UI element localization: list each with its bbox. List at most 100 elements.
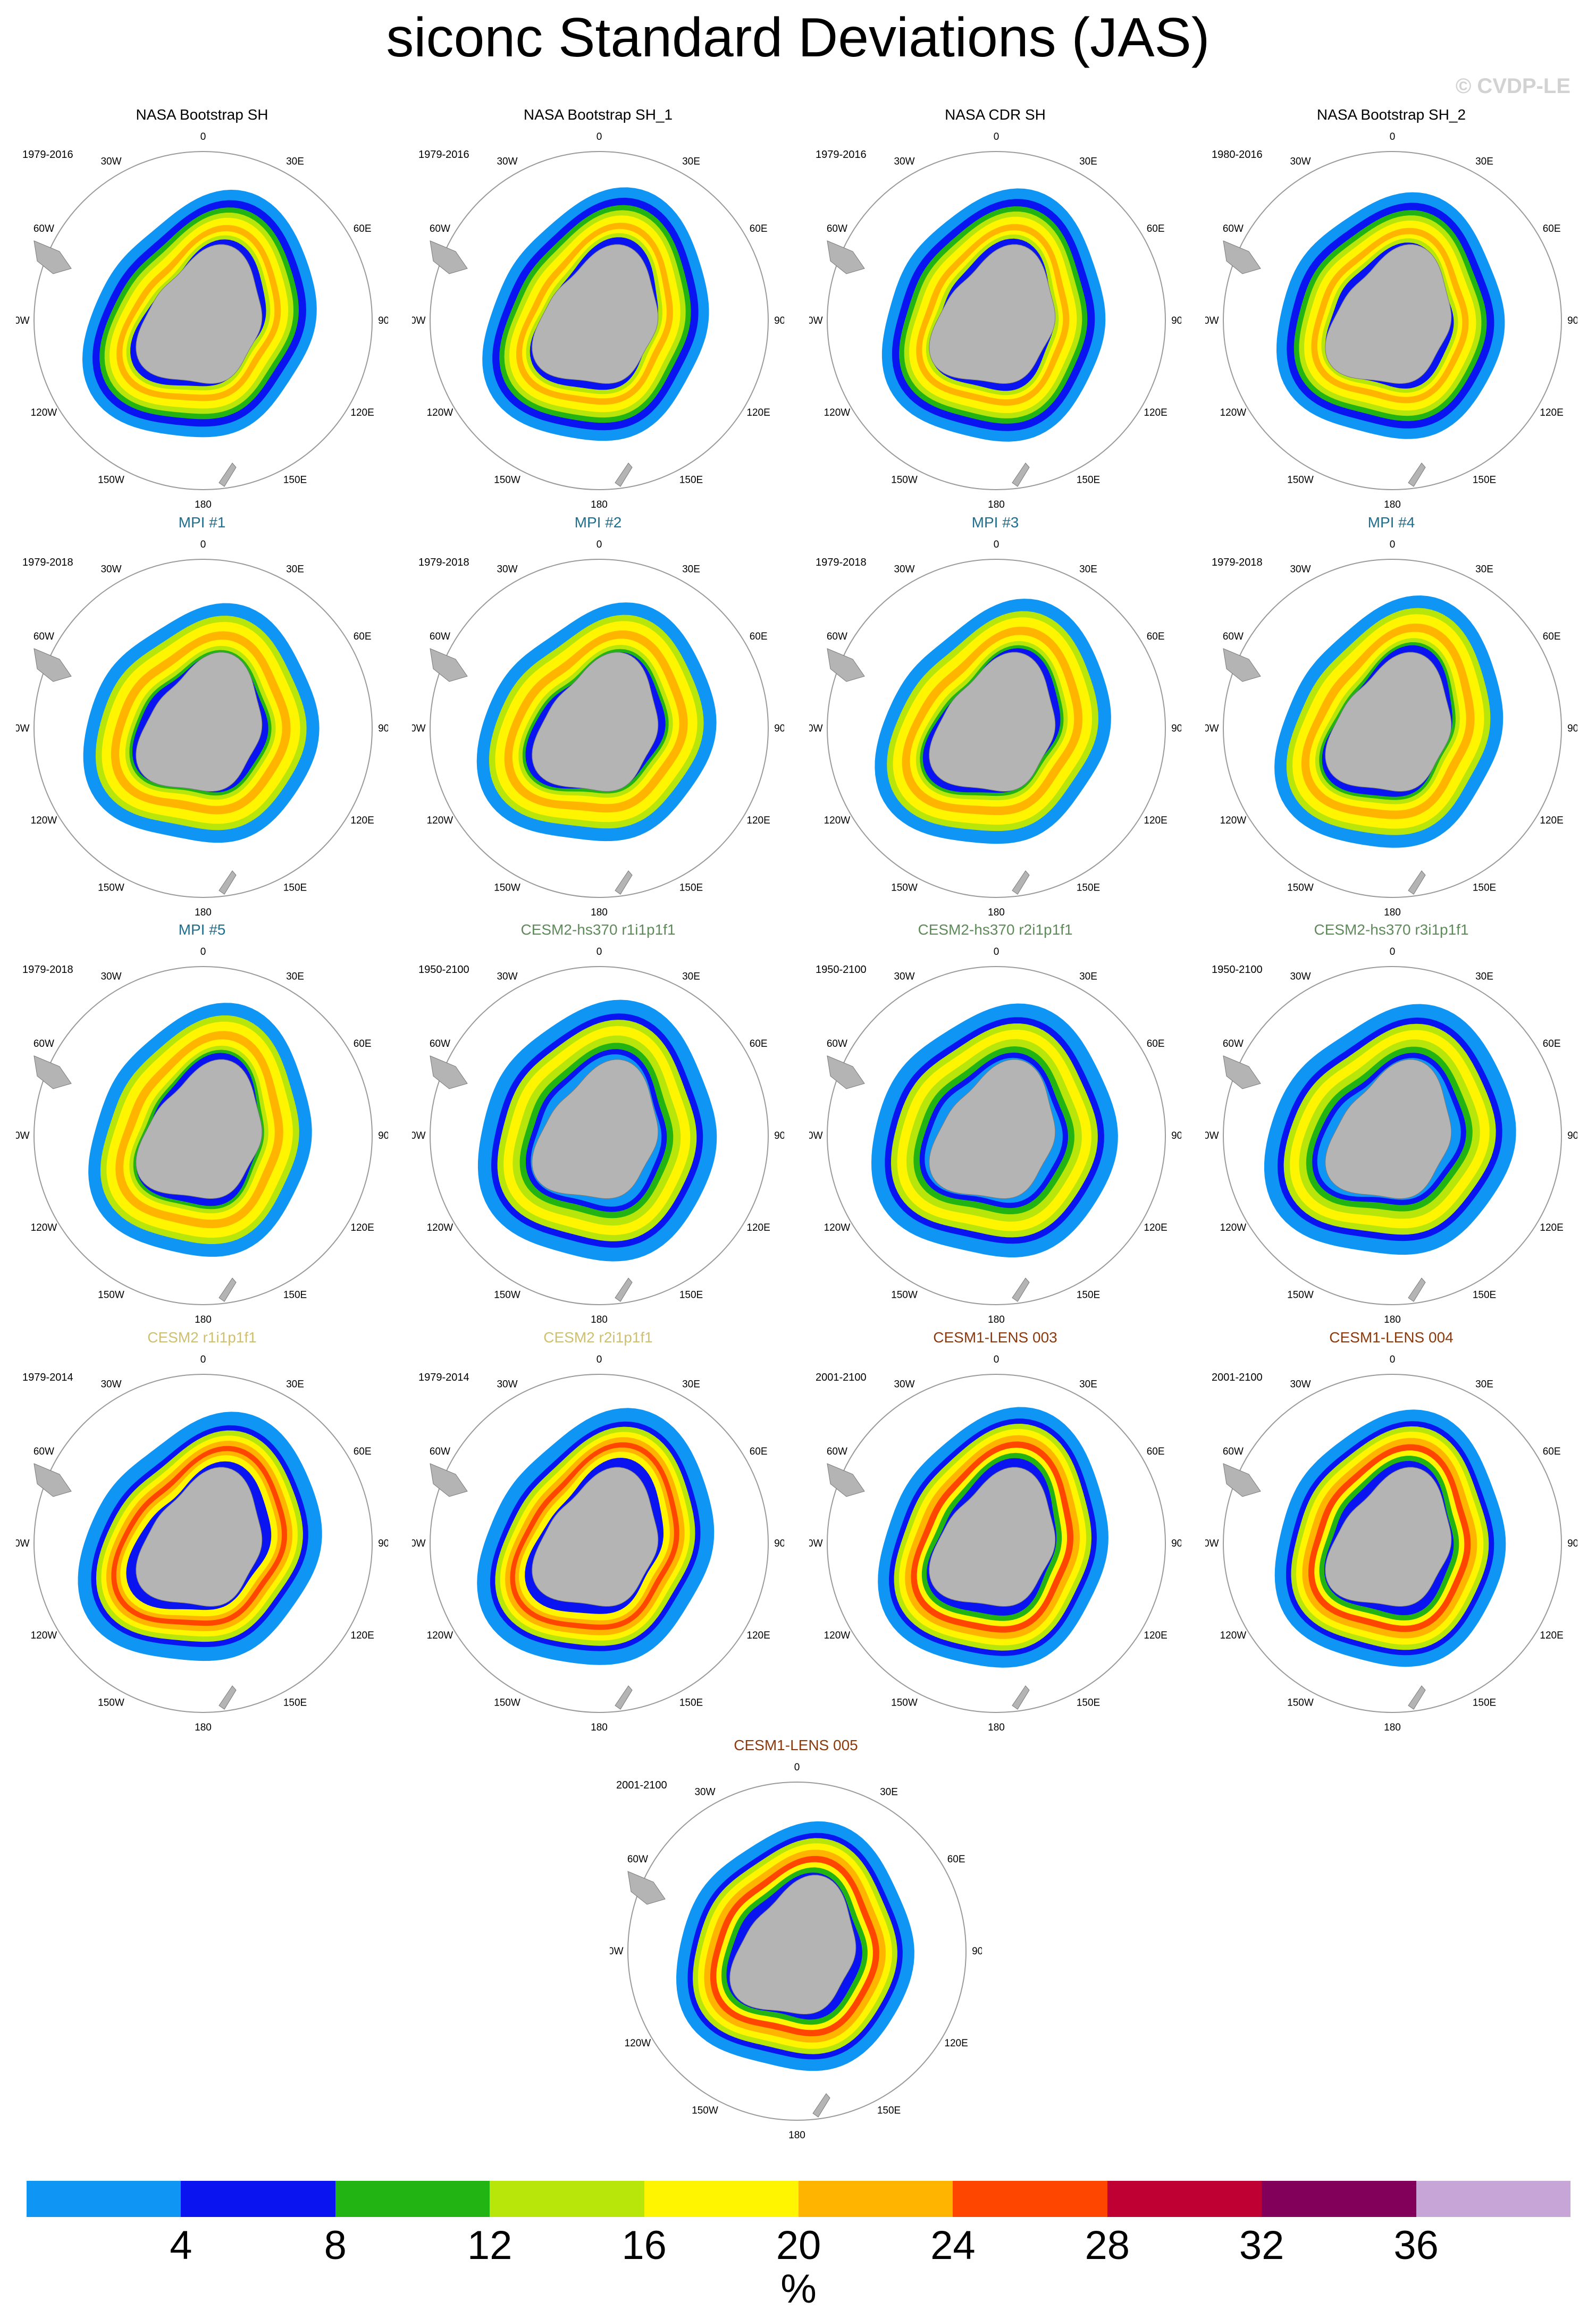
longitude-label: 90W bbox=[1205, 723, 1219, 734]
longitude-label: 120E bbox=[350, 407, 374, 418]
polar-map: 0 30E 60E 90E 120E 150E 180 150W 120W 90W 60W 30W bbox=[16, 946, 388, 1325]
south-america-land bbox=[430, 648, 468, 682]
antarctica-land bbox=[532, 244, 659, 384]
longitude-label: 30W bbox=[1290, 564, 1311, 575]
south-america-land bbox=[430, 240, 468, 274]
colorbar-tick-label: 24 bbox=[930, 2223, 976, 2268]
longitude-label: 30W bbox=[894, 564, 914, 575]
longitude-label: 150E bbox=[1473, 475, 1496, 486]
longitude-label: 120E bbox=[350, 1222, 374, 1233]
longitude-label: 90W bbox=[16, 723, 30, 734]
new-zealand-land bbox=[615, 870, 633, 895]
longitude-label: 120E bbox=[1144, 407, 1167, 418]
longitude-label: 90W bbox=[809, 1130, 823, 1141]
map-panel: 0 30E 60E 90E 120E 150E 180 150W 120W 90W 60W 30W CE… bbox=[16, 1329, 388, 1733]
map-panel: 0 30E 60E 90E 120E 150E 180 150W 120W 90W 60W 30W CE… bbox=[809, 1329, 1181, 1733]
new-zealand-land bbox=[615, 1278, 633, 1302]
longitude-label: 60E bbox=[1543, 223, 1561, 234]
polar-map: 0 30E 60E 90E 120E 150E 180 150W 120W 90W 60W 30W bbox=[412, 131, 784, 510]
longitude-label: 120E bbox=[1540, 407, 1563, 418]
panel-title: MPI #3 bbox=[971, 514, 1019, 531]
antarctica-land bbox=[729, 1875, 856, 2015]
longitude-label: 90W bbox=[809, 723, 823, 734]
longitude-label: 60W bbox=[1223, 631, 1244, 642]
new-zealand-land bbox=[219, 1278, 237, 1302]
longitude-label: 150E bbox=[283, 1290, 307, 1301]
longitude-label: 60E bbox=[750, 631, 768, 642]
longitude-label: 60W bbox=[827, 631, 847, 642]
longitude-label: 30W bbox=[100, 1379, 121, 1390]
antarctica-land bbox=[136, 1467, 263, 1607]
panel-title: NASA Bootstrap SH_2 bbox=[1316, 106, 1466, 123]
longitude-label: 90W bbox=[16, 315, 30, 326]
antarctica-land bbox=[929, 244, 1056, 384]
longitude-label: 90W bbox=[610, 1946, 624, 1957]
new-zealand-land bbox=[1408, 463, 1426, 487]
colorbar-tick-label: 20 bbox=[776, 2223, 821, 2268]
longitude-label: 150W bbox=[692, 2105, 718, 2117]
longitude-label: 30W bbox=[1290, 1379, 1311, 1390]
longitude-label: 30E bbox=[682, 564, 700, 575]
longitude-label: 120E bbox=[1540, 1630, 1563, 1641]
longitude-label: 90E bbox=[378, 315, 388, 326]
longitude-label: 60E bbox=[354, 631, 372, 642]
panel-title: CESM1-LENS 005 bbox=[734, 1737, 858, 1753]
longitude-label: 180 bbox=[1384, 907, 1401, 918]
map-panel: 0 30E 60E 90E 120E 150E 180 150W 120W 90W 60W 30W CE… bbox=[610, 1737, 982, 2141]
longitude-label: 150E bbox=[679, 1290, 703, 1301]
panel-title: NASA CDR SH bbox=[945, 106, 1046, 123]
panel-period: 1950-2100 bbox=[1212, 964, 1263, 976]
polar-map: 0 30E 60E 90E 120E 150E 180 150W 120W 90W 60W 30W bbox=[610, 1762, 982, 2141]
longitude-label: 60E bbox=[750, 223, 768, 234]
longitude-label: 60W bbox=[627, 1854, 648, 1865]
panel-period: 1979-2014 bbox=[418, 1372, 469, 1383]
map-panel: 0 30E 60E 90E 120E 150E 180 150W 120W 90W 60W 30W CE… bbox=[412, 921, 784, 1325]
panel-title: NASA Bootstrap SH_1 bbox=[523, 106, 673, 123]
longitude-label: 120W bbox=[1220, 1222, 1247, 1233]
longitude-label: 30W bbox=[894, 1379, 914, 1390]
colorbar bbox=[27, 2181, 1571, 2217]
longitude-label: 120W bbox=[824, 407, 851, 418]
longitude-label: 30E bbox=[286, 971, 304, 982]
panel-title: MPI #1 bbox=[178, 514, 226, 531]
south-america-land bbox=[33, 648, 72, 682]
longitude-label: 180 bbox=[591, 499, 608, 510]
longitude-label: 60E bbox=[1147, 1446, 1165, 1457]
longitude-label: 120E bbox=[1540, 1222, 1563, 1233]
longitude-label: 150W bbox=[494, 1290, 520, 1301]
longitude-label: 30W bbox=[1290, 971, 1311, 982]
longitude-label: 60W bbox=[827, 1446, 847, 1457]
panel-title: CESM2 r2i1p1f1 bbox=[543, 1329, 653, 1346]
new-zealand-land bbox=[1012, 463, 1030, 487]
antarctica-land bbox=[136, 652, 263, 792]
longitude-label: 0 bbox=[994, 539, 999, 550]
longitude-label: 90W bbox=[412, 1538, 426, 1549]
new-zealand-land bbox=[1408, 1685, 1426, 1710]
longitude-label: 90E bbox=[378, 723, 388, 734]
longitude-label: 60E bbox=[947, 1854, 965, 1865]
longitude-label: 30W bbox=[694, 1786, 715, 1798]
figure-title: siconc Standard Deviations (JAS) bbox=[386, 7, 1210, 69]
longitude-label: 60W bbox=[33, 1038, 54, 1049]
polar-map: 0 30E 60E 90E 120E 150E 180 150W 120W 90W 60W 30W bbox=[809, 946, 1181, 1325]
longitude-label: 90W bbox=[412, 1130, 426, 1141]
longitude-label: 60E bbox=[1147, 223, 1165, 234]
longitude-label: 30E bbox=[880, 1786, 898, 1798]
polar-map: 0 30E 60E 90E 120E 150E 180 150W 120W 90W 60W 30W bbox=[16, 539, 388, 918]
longitude-label: 90E bbox=[1171, 1130, 1181, 1141]
longitude-label: 30E bbox=[1475, 971, 1493, 982]
new-zealand-land bbox=[1408, 870, 1426, 895]
longitude-label: 150E bbox=[679, 475, 703, 486]
watermark: © CVDP-LE bbox=[1455, 74, 1570, 98]
longitude-label: 60W bbox=[33, 223, 54, 234]
longitude-label: 180 bbox=[988, 1722, 1005, 1733]
antarctica-land bbox=[1325, 244, 1452, 384]
longitude-label: 120E bbox=[746, 815, 770, 826]
colorbar-tick-label: 16 bbox=[621, 2223, 667, 2268]
longitude-label: 0 bbox=[597, 131, 602, 142]
longitude-label: 60W bbox=[430, 1038, 450, 1049]
panel-period: 1979-2014 bbox=[22, 1372, 73, 1383]
longitude-label: 120E bbox=[1144, 1630, 1167, 1641]
longitude-label: 0 bbox=[597, 539, 602, 550]
longitude-label: 30W bbox=[497, 1379, 517, 1390]
